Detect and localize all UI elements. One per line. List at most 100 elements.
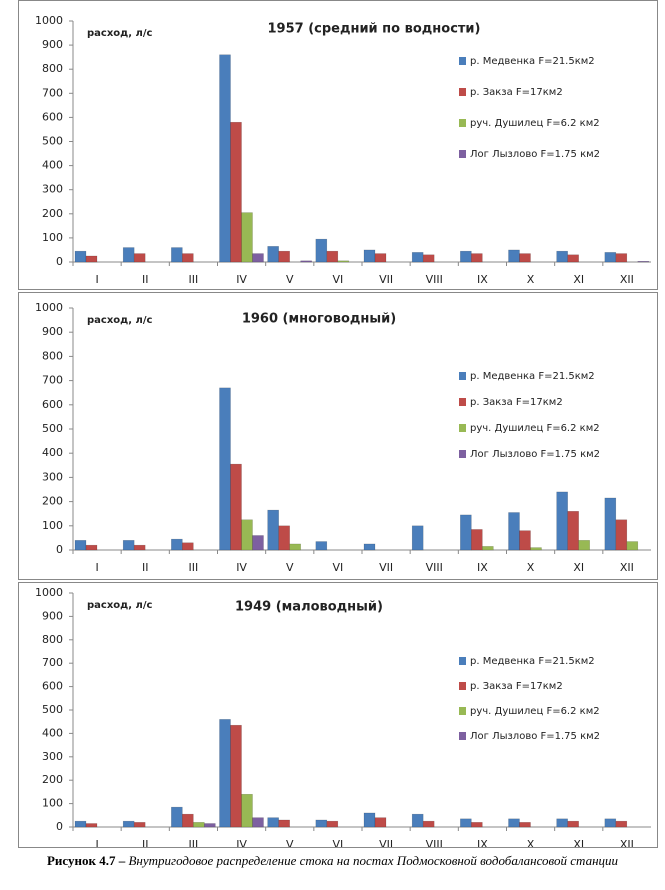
- x-tick-label: II: [142, 838, 149, 848]
- bar: [460, 514, 472, 551]
- y-tick-label: 300: [42, 750, 63, 763]
- bar: [182, 253, 194, 263]
- caption-text: Внутригодовое распределение стока на пос…: [128, 853, 619, 868]
- legend-label: р. Закза F=17км2: [470, 681, 563, 692]
- legend-swatch: [459, 682, 466, 690]
- legend-swatch: [459, 57, 466, 65]
- legend-swatch: [459, 732, 466, 740]
- bar: [530, 547, 542, 551]
- y-tick-label: 500: [42, 422, 63, 435]
- y-tick-label: 300: [42, 470, 63, 483]
- x-tick-label: III: [189, 561, 199, 574]
- bar: [219, 387, 231, 551]
- bar: [122, 820, 135, 828]
- x-tick-label: IV: [236, 273, 247, 286]
- bar: [230, 463, 242, 551]
- bar: [604, 818, 617, 828]
- legend-label: р. Закза F=17км2: [470, 397, 563, 408]
- y-tick-label: 200: [42, 495, 63, 508]
- bar: [252, 535, 264, 551]
- y-tick-label: 800: [42, 62, 63, 75]
- x-tick-label: XII: [620, 273, 634, 286]
- bar: [637, 261, 650, 263]
- bar: [289, 543, 301, 551]
- title: 1957 (средний по водности): [267, 22, 480, 37]
- bar: [204, 823, 216, 828]
- bar: [85, 544, 98, 551]
- bar: [133, 544, 146, 551]
- bar: [374, 817, 387, 828]
- x-tick-label: VIII: [426, 561, 443, 574]
- y-tick-label: 100: [42, 519, 63, 532]
- bar: [315, 238, 328, 263]
- y-tick-label: 1000: [35, 301, 63, 314]
- bar: [626, 541, 639, 551]
- legend-swatch: [459, 88, 466, 96]
- bar: [278, 819, 290, 828]
- bar: [252, 817, 264, 828]
- legend-label: р. Медвенка F=21.5км2: [470, 56, 595, 67]
- bar: [363, 812, 376, 828]
- legend-label: руч. Душилец F=6.2 км2: [470, 423, 600, 434]
- legend-label: Лог Лызлово F=1.75 км2: [470, 731, 600, 742]
- x-tick-label: V: [286, 838, 294, 848]
- bar: [337, 260, 350, 263]
- legend-label: р. Медвенка F=21.5км2: [470, 371, 595, 382]
- bar: [567, 254, 579, 263]
- bar: [171, 538, 183, 551]
- y-tick-label: 900: [42, 325, 63, 338]
- legend-swatch: [459, 707, 466, 715]
- bar: [230, 724, 242, 828]
- y-tick-label: 700: [42, 656, 63, 669]
- x-tick-label: X: [527, 838, 535, 848]
- bar: [122, 540, 135, 551]
- bar: [374, 253, 387, 263]
- y-tick-label: 0: [56, 543, 63, 556]
- bar: [219, 719, 231, 828]
- y-tick-label: 700: [42, 86, 63, 99]
- bar: [363, 249, 376, 263]
- bar: [471, 822, 483, 828]
- y-tick-label: 100: [42, 797, 63, 810]
- legend-swatch: [459, 657, 466, 665]
- bar: [300, 260, 312, 263]
- x-tick-label: XI: [573, 273, 584, 286]
- bar: [363, 543, 376, 551]
- y-tick-label: 600: [42, 110, 63, 123]
- x-tick-label: IV: [236, 561, 247, 574]
- bar: [556, 491, 568, 551]
- legend-label: Лог Лызлово F=1.75 км2: [470, 149, 600, 160]
- bar: [519, 253, 531, 263]
- bar: [85, 823, 98, 828]
- legend-swatch: [459, 372, 466, 380]
- bar: [133, 822, 146, 828]
- bar: [241, 212, 253, 263]
- bar: [519, 530, 531, 551]
- x-tick-label: III: [189, 273, 199, 286]
- y-tick-label: 0: [56, 255, 63, 268]
- x-tick-label: I: [95, 561, 98, 574]
- y-tick-label: 100: [42, 231, 63, 244]
- y-tick-label: 700: [42, 374, 63, 387]
- x-tick-label: VII: [379, 561, 393, 574]
- bar: [604, 252, 617, 263]
- bar: [460, 818, 472, 828]
- bar: [422, 254, 435, 263]
- legend-label: руч. Душилец F=6.2 км2: [470, 706, 600, 717]
- bar: [567, 820, 579, 828]
- bar: [556, 250, 568, 263]
- title: 1960 (многоводный): [242, 312, 396, 327]
- bar: [315, 541, 328, 551]
- bar: [508, 512, 520, 551]
- bar: [241, 519, 253, 551]
- y-tick-label: 200: [42, 207, 63, 220]
- bar: [267, 509, 279, 551]
- bar: [326, 250, 339, 263]
- bar: [471, 253, 483, 263]
- legend-label: Лог Лызлово F=1.75 км2: [470, 449, 600, 460]
- bar: [133, 253, 146, 263]
- bar: [122, 247, 135, 263]
- bar: [182, 813, 194, 828]
- x-tick-label: X: [527, 273, 535, 286]
